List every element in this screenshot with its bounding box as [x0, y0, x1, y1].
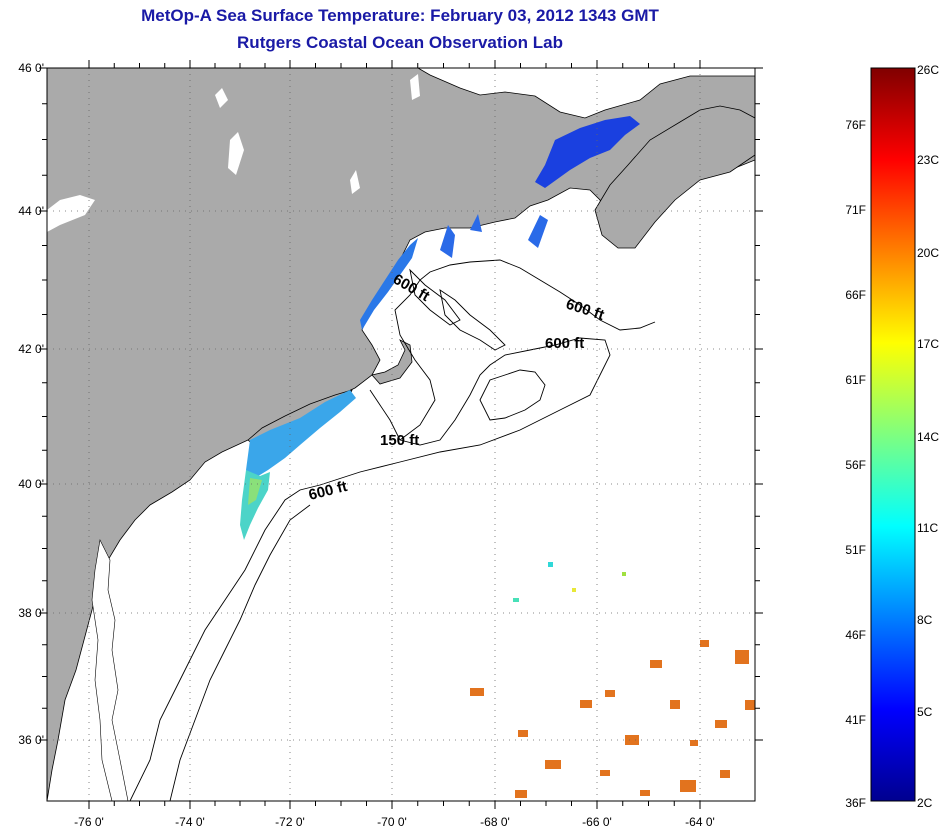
colorbar-celsius-label: 17C	[917, 337, 939, 351]
lon-tick-label: -70 0'	[377, 815, 407, 829]
lat-tick-label: 46 0'	[18, 61, 44, 75]
sst-nj-shelf	[240, 470, 270, 540]
sst-maine-coast	[360, 238, 418, 330]
sst-maine-offshore	[440, 214, 548, 258]
land-lakes	[47, 74, 420, 232]
map-subtitle: Rutgers Coastal Ocean Observation Lab	[237, 33, 563, 52]
lon-tick-label: -74 0'	[175, 815, 205, 829]
map-ticks	[39, 60, 763, 809]
lon-tick-label: -64 0'	[685, 815, 715, 829]
lat-tick-label: 40 0'	[18, 477, 44, 491]
colorbar-celsius-labels: 26C 23C 20C 17C 14C 11C 8C 5C 2C	[917, 63, 939, 810]
sst-fundy	[535, 116, 640, 188]
colorbar-fahrenheit-label: 61F	[845, 373, 866, 387]
sst-nj-green	[248, 478, 262, 505]
colorbar-celsius-label: 8C	[917, 613, 933, 627]
land-nova-scotia	[594, 105, 755, 249]
chesapeake-bay	[91, 539, 129, 801]
colorbar-fahrenheit-label: 51F	[845, 543, 866, 557]
lat-tick-label: 44 0'	[18, 204, 44, 218]
bathymetry-contours	[129, 259, 656, 801]
longitude-labels: -76 0' -74 0' -72 0' -70 0' -68 0' -66 0' -64 …	[74, 815, 715, 829]
colorbar-fahrenheit-label: 76F	[845, 118, 866, 132]
colorbar-celsius-label: 23C	[917, 153, 939, 167]
lon-tick-label: -68 0'	[480, 815, 510, 829]
colorbar-celsius-label: 20C	[917, 246, 939, 260]
contour-label-150ft: 150 ft	[380, 432, 419, 449]
colorbar-celsius-label: 26C	[917, 63, 939, 77]
colorbar-celsius-label: 11C	[917, 521, 938, 535]
colorbar-fahrenheit-label: 66F	[845, 288, 866, 302]
contour-label-600ft-georges: 600 ft	[545, 335, 584, 352]
map-frame	[46, 67, 756, 802]
colorbar-gradient	[870, 67, 916, 802]
colorbar-fahrenheit-label: 71F	[845, 203, 866, 217]
lon-tick-label: -72 0'	[275, 815, 305, 829]
sst-gulf-stream-spots	[470, 640, 755, 798]
colorbar-fahrenheit-label: 56F	[845, 458, 866, 472]
sst-scattered-spots	[513, 562, 626, 602]
lon-tick-label: -76 0'	[74, 815, 104, 829]
map-title: MetOp-A Sea Surface Temperature: Februar…	[141, 6, 659, 25]
colorbar-fahrenheit-label: 41F	[845, 713, 866, 727]
map-gridlines	[47, 68, 755, 801]
colorbar-fahrenheit-labels: 76F 71F 66F 61F 56F 51F 46F 41F 36F	[845, 118, 866, 810]
colorbar-celsius-label: 14C	[917, 430, 939, 444]
lat-tick-label: 38 0'	[18, 606, 44, 620]
lon-tick-label: -66 0'	[582, 815, 612, 829]
lat-tick-label: 42 0'	[18, 342, 44, 356]
colorbar-celsius-label: 2C	[917, 796, 933, 810]
lat-tick-label: 36 0'	[18, 733, 44, 747]
colorbar-fahrenheit-label: 36F	[845, 796, 866, 810]
colorbar-fahrenheit-label: 46F	[845, 628, 866, 642]
land-mainland	[47, 68, 755, 801]
sst-new-england-shelf	[246, 390, 356, 478]
colorbar-celsius-label: 5C	[917, 705, 933, 719]
latitude-labels: 46 0' 44 0' 42 0' 40 0' 38 0' 36 0'	[18, 61, 44, 747]
